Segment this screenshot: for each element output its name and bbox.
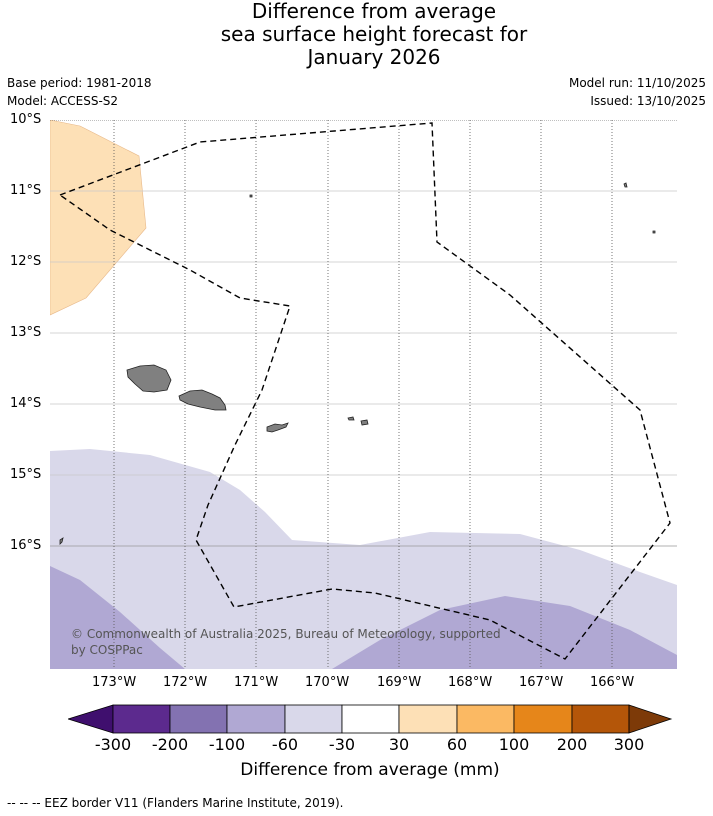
eez-boundaries bbox=[58, 122, 671, 660]
copyright-text: © Commonwealth of Australia 2025, Bureau… bbox=[71, 627, 501, 657]
lat-label-14s: 14°S bbox=[10, 396, 42, 411]
map-panel[interactable] bbox=[50, 120, 677, 669]
island-swains bbox=[249, 194, 253, 198]
lon-label-166w: 166°W bbox=[590, 675, 635, 690]
map-svg[interactable] bbox=[50, 120, 677, 669]
region-positive-30-60 bbox=[50, 120, 147, 316]
colorbar-bin-9 bbox=[571, 704, 630, 734]
colorbar-bin-6 bbox=[398, 704, 458, 734]
land-masses bbox=[59, 182, 656, 545]
lon-label-168w: 168°W bbox=[448, 675, 493, 690]
colorbar-tick-9: 200 bbox=[556, 735, 588, 754]
colorbar-extend-low bbox=[66, 704, 114, 734]
lon-label-172w: 172°W bbox=[163, 675, 208, 690]
latitude-gridlines bbox=[50, 120, 677, 547]
lat-label-10s: 10°S bbox=[10, 112, 42, 127]
colorbar-bin-8 bbox=[513, 704, 573, 734]
colorbar-bin-5 bbox=[341, 704, 400, 734]
colorbar-bin-2 bbox=[169, 704, 228, 734]
colorbar-bin-7 bbox=[456, 704, 515, 734]
colorbar-bin-3 bbox=[226, 704, 286, 734]
island-tutuila bbox=[266, 422, 289, 433]
meta-right: Model run: 11/10/2025 Issued: 13/10/2025 bbox=[569, 74, 706, 110]
lon-label-171w: 171°W bbox=[234, 675, 279, 690]
colorbar-title: Difference from average (mm) bbox=[240, 760, 500, 780]
island-tokelau-1 bbox=[623, 182, 628, 188]
island-ofu bbox=[347, 416, 355, 421]
title-line-3: January 2026 bbox=[307, 45, 441, 69]
lat-label-11s: 11°S bbox=[10, 183, 42, 198]
lat-label-13s: 13°S bbox=[10, 325, 42, 340]
region-negative-60-100-right bbox=[332, 596, 677, 669]
island-west-islet bbox=[59, 537, 64, 545]
eez-legend: -- -- -- EEZ border V11 (Flanders Marine… bbox=[7, 796, 344, 810]
island-upolu bbox=[178, 389, 227, 411]
lon-label-173w: 173°W bbox=[92, 675, 137, 690]
colorbar-tick-10: 300 bbox=[613, 735, 645, 754]
lat-label-15s: 15°S bbox=[10, 467, 42, 482]
region-negative-60-100-left bbox=[50, 566, 185, 669]
lon-label-169w: 169°W bbox=[377, 675, 422, 690]
colorbar-tick-8: 100 bbox=[498, 735, 530, 754]
island-tau bbox=[360, 419, 369, 426]
colorbar-tick-7: 60 bbox=[446, 735, 468, 754]
issued-date: Issued: 13/10/2025 bbox=[590, 94, 706, 108]
colorbar-tick-6: 30 bbox=[388, 735, 410, 754]
colorbar-tick-4: -60 bbox=[271, 735, 299, 754]
colorbar-bin-1 bbox=[112, 704, 171, 734]
lat-label-12s: 12°S bbox=[10, 254, 42, 269]
colorbar-tick-3: -100 bbox=[208, 735, 246, 754]
lon-label-170w: 170°W bbox=[305, 675, 350, 690]
island-tokelau-2 bbox=[652, 230, 656, 234]
colorbar-tick-1: -300 bbox=[94, 735, 132, 754]
meta-left: Base period: 1981-2018 Model: ACCESS-S2 bbox=[7, 74, 152, 110]
title-line-1: Difference from average bbox=[251, 0, 497, 23]
colorbar-extend-high bbox=[628, 704, 673, 734]
lon-label-167w: 167°W bbox=[519, 675, 564, 690]
colorbar-tick-2: -200 bbox=[151, 735, 189, 754]
colorbar-svg bbox=[66, 704, 673, 734]
lat-label-16s: 16°S bbox=[10, 538, 42, 553]
chart-title: Difference from average sea surface heig… bbox=[0, 0, 713, 69]
colorbar bbox=[66, 702, 673, 738]
title-line-2: sea surface height forecast for bbox=[220, 22, 528, 46]
colorbar-bin-4 bbox=[284, 704, 343, 734]
eez-samoa bbox=[58, 122, 671, 660]
model-run: Model run: 11/10/2025 bbox=[568, 76, 706, 90]
base-period: Base period: 1981-2018 bbox=[7, 76, 152, 90]
colorbar-tick-5: -30 bbox=[328, 735, 356, 754]
model-name: Model: ACCESS-S2 bbox=[7, 94, 119, 108]
island-savaii bbox=[126, 364, 172, 393]
